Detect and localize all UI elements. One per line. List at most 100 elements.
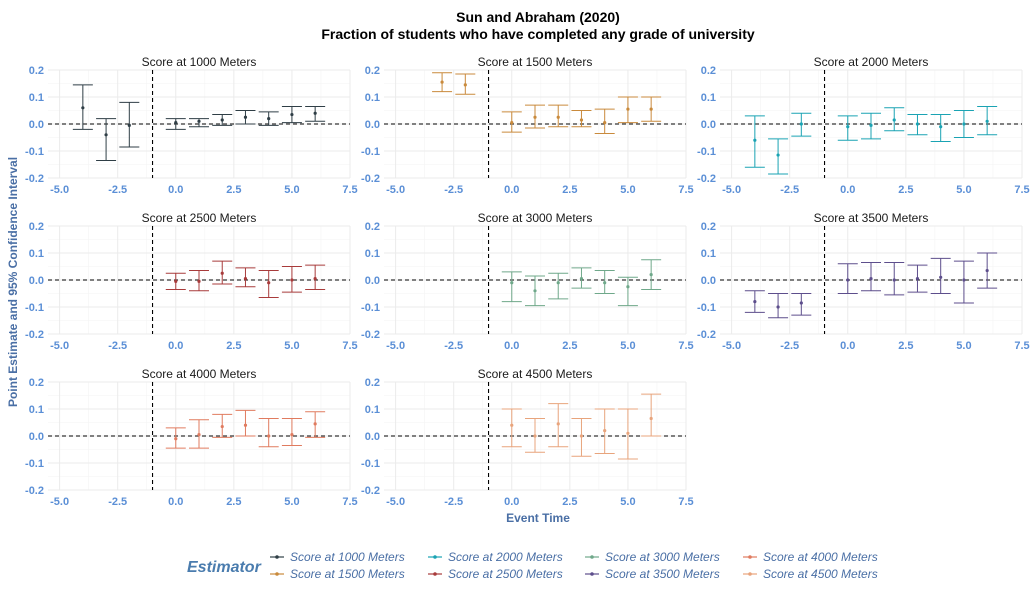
error-bar <box>235 409 256 437</box>
point-estimate <box>220 118 224 122</box>
x-tick-label: -5.0 <box>50 340 69 352</box>
y-tick-label: -0.1 <box>697 146 716 158</box>
point-estimate <box>463 83 467 87</box>
x-tick-label: -2.5 <box>444 340 463 352</box>
legend-label: Score at 2500 Meters <box>448 567 563 581</box>
x-tick-label: -2.5 <box>444 184 463 196</box>
legend-label: Score at 3000 Meters <box>605 550 720 564</box>
y-tick-label: 0.2 <box>29 377 44 389</box>
chart-title: Sun and Abraham (2020) <box>456 9 620 25</box>
error-bar <box>861 261 881 292</box>
error-bar <box>281 417 302 446</box>
x-tick-label: 2.5 <box>562 184 577 196</box>
y-tick-label: 0.2 <box>365 65 380 77</box>
point-estimate <box>985 268 989 273</box>
y-tick-label: -0.1 <box>697 302 716 314</box>
point-estimate <box>915 277 920 281</box>
x-tick-label: -5.0 <box>386 496 405 508</box>
x-tick-label: 0.0 <box>840 184 855 196</box>
x-axis-label: Event Time <box>506 511 570 525</box>
point-estimate <box>892 278 896 282</box>
x-tick-label: -5.0 <box>722 340 741 352</box>
facet-strip-label: Score at 4000 Meters <box>142 367 257 381</box>
y-tick-label: 0.0 <box>365 119 380 131</box>
facet-panels: Score at 1000 Meters -0.2 -0.1 0.0 0.1 0.2 -5.… <box>25 55 1030 508</box>
x-tick-label: 2.5 <box>226 340 241 352</box>
point-estimate <box>174 437 178 441</box>
legend-key-point <box>748 572 752 576</box>
y-tick-label: -0.1 <box>25 302 44 314</box>
x-tick-label: 7.5 <box>1014 184 1029 196</box>
point-estimate <box>81 106 85 110</box>
y-tick-label: -0.2 <box>697 173 716 185</box>
point-estimate <box>104 133 108 137</box>
x-tick-label: 7.5 <box>678 496 693 508</box>
x-tick-label: 7.5 <box>342 184 357 196</box>
point-estimate <box>556 115 560 119</box>
point-estimate <box>649 107 653 111</box>
y-tick-label: -0.2 <box>25 329 44 341</box>
y-tick-label: 0.1 <box>29 404 44 416</box>
facet-strip-label: Score at 1500 Meters <box>478 55 593 69</box>
legend-item: Score at 2000 Meters <box>428 550 563 564</box>
y-tick-label: -0.2 <box>361 485 380 497</box>
point-estimate <box>579 434 584 438</box>
error-bar <box>548 272 569 300</box>
y-tick-label: 0.0 <box>365 275 380 287</box>
y-tick-label: 0.1 <box>701 248 716 260</box>
x-tick-label: 5.0 <box>620 184 635 196</box>
y-tick-label: 0.1 <box>701 92 716 104</box>
point-estimate <box>846 278 850 282</box>
point-estimate <box>579 118 584 122</box>
point-estimate <box>579 277 584 281</box>
legend-label: Score at 1000 Meters <box>290 550 405 564</box>
point-estimate <box>220 424 224 429</box>
x-tick-label: -2.5 <box>108 340 127 352</box>
legend-key-point <box>275 555 279 559</box>
x-tick-label: 5.0 <box>956 340 971 352</box>
x-tick-label: 7.5 <box>678 184 693 196</box>
y-tick-label: -0.2 <box>361 329 380 341</box>
error-bar <box>617 276 638 307</box>
legend-label: Score at 3500 Meters <box>605 567 720 581</box>
x-tick-label: 7.5 <box>678 340 693 352</box>
y-tick-label: -0.2 <box>361 173 380 185</box>
y-tick-label: -0.1 <box>361 458 380 470</box>
point-estimate <box>869 277 873 281</box>
facet-strip-label: Score at 1000 Meters <box>142 55 257 69</box>
legend-item: Score at 3000 Meters <box>585 550 720 564</box>
y-tick-label: 0.2 <box>29 221 44 233</box>
x-tick-label: 0.0 <box>504 340 519 352</box>
facet-panel: Score at 1000 Meters -0.2 -0.1 0.0 0.1 0.2 -5.… <box>25 55 358 196</box>
y-tick-label: 0.0 <box>29 119 44 131</box>
x-tick-label: 7.5 <box>342 340 357 352</box>
point-estimate <box>313 277 317 281</box>
facet-panel: Score at 2500 Meters -0.2 -0.1 0.0 0.1 0.2 -5.… <box>25 211 358 352</box>
legend-item: Score at 4500 Meters <box>743 567 878 581</box>
point-estimate <box>753 138 757 142</box>
x-tick-label: 0.0 <box>168 496 183 508</box>
error-bar <box>501 271 522 303</box>
legend-key-point <box>433 555 437 559</box>
facet-strip-label: Score at 3000 Meters <box>478 211 593 225</box>
facet-panel: Score at 3000 Meters -0.2 -0.1 0.0 0.1 0.2 -5.… <box>361 211 694 352</box>
y-tick-label: 0.2 <box>365 221 380 233</box>
point-estimate <box>603 281 607 285</box>
point-estimate <box>799 301 803 305</box>
point-estimate <box>556 422 560 426</box>
facet-panel: Score at 3500 Meters -0.2 -0.1 0.0 0.1 0.2 -5.… <box>697 211 1030 352</box>
point-estimate <box>267 434 271 438</box>
point-estimate <box>197 433 201 437</box>
x-tick-label: -2.5 <box>780 340 799 352</box>
facet-panel: Score at 1500 Meters -0.2 -0.1 0.0 0.1 0.2 -5.… <box>361 55 694 196</box>
y-tick-label: 0.0 <box>701 119 716 131</box>
y-tick-label: -0.1 <box>25 146 44 158</box>
point-estimate <box>962 278 966 282</box>
chart-subtitle: Fraction of students who have completed … <box>321 26 755 42</box>
point-estimate <box>776 153 780 157</box>
legend-key-point <box>748 555 752 559</box>
y-tick-label: 0.1 <box>29 248 44 260</box>
y-axis-label: Point Estimate and 95% Confidence Interv… <box>6 157 20 407</box>
legend-item: Score at 3500 Meters <box>585 567 720 581</box>
point-estimate <box>533 289 537 293</box>
